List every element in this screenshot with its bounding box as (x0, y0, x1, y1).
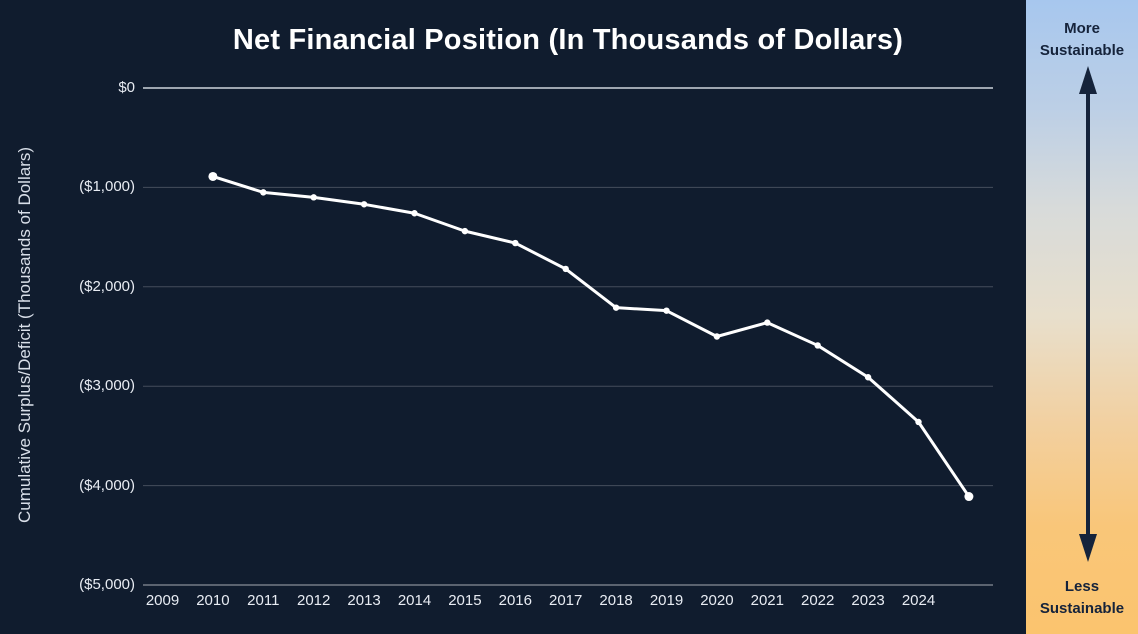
chart-panel: Net Financial Position (In Thousands of … (15, 24, 993, 609)
data-point (663, 307, 670, 314)
x-tick-label: 2009 (145, 592, 180, 609)
data-point (360, 201, 368, 208)
x-tick-label: 2016 (498, 592, 532, 609)
y-tick-label: ($5,000) (79, 576, 135, 593)
line-plot (143, 87, 993, 586)
x-tick-label: 2011 (247, 592, 280, 609)
net-position-line (211, 174, 971, 499)
data-point (208, 171, 218, 181)
y-tick-label: ($4,000) (79, 476, 135, 494)
y-tick-label: $0 (118, 79, 135, 96)
x-tick-label: 2013 (347, 592, 381, 609)
data-point (612, 304, 620, 311)
y-tick-label: ($2,000) (79, 277, 135, 295)
x-tick-label: 2020 (700, 592, 734, 609)
data-point (461, 227, 469, 235)
data-point (713, 333, 721, 340)
data-point (562, 265, 569, 273)
x-tick-label: 2023 (851, 592, 885, 609)
data-point (964, 492, 974, 502)
x-tick-label: 2012 (297, 592, 331, 609)
data-point (260, 189, 267, 196)
sustainability-scale: More Sustainable Less Sustainable (1026, 0, 1138, 634)
x-tick-label: 2018 (599, 592, 633, 609)
y-tick-label: ($1,000) (79, 178, 135, 196)
gridlines (143, 87, 993, 586)
x-tick-label: 2015 (448, 592, 482, 609)
less-sustainable-label: Less Sustainable (1039, 578, 1125, 617)
data-point (411, 210, 418, 217)
x-tick-label: 2019 (649, 592, 684, 609)
x-tick-label: 2014 (397, 592, 432, 609)
x-tick-label: 2017 (549, 592, 583, 609)
x-tick-label: 2022 (801, 592, 835, 609)
data-point (310, 194, 317, 201)
chart-title: Net Financial Position (In Thousands of … (232, 24, 904, 56)
more-sustainable-label: More Sustainable (1039, 20, 1125, 59)
data-point (864, 374, 872, 381)
data-point (512, 239, 519, 247)
x-tick-label: 2010 (196, 592, 230, 609)
data-point (915, 418, 922, 426)
arrow-head-down (1079, 534, 1097, 562)
x-tick-label: 2024 (901, 592, 936, 609)
y-tick-label: ($3,000) (79, 377, 135, 395)
data-point-markers (208, 171, 974, 502)
data-point (814, 342, 821, 349)
arrow-head-up (1079, 66, 1097, 94)
x-tick-label: 2021 (750, 592, 784, 609)
double-arrow-icon (1079, 66, 1097, 562)
data-point (764, 319, 771, 326)
